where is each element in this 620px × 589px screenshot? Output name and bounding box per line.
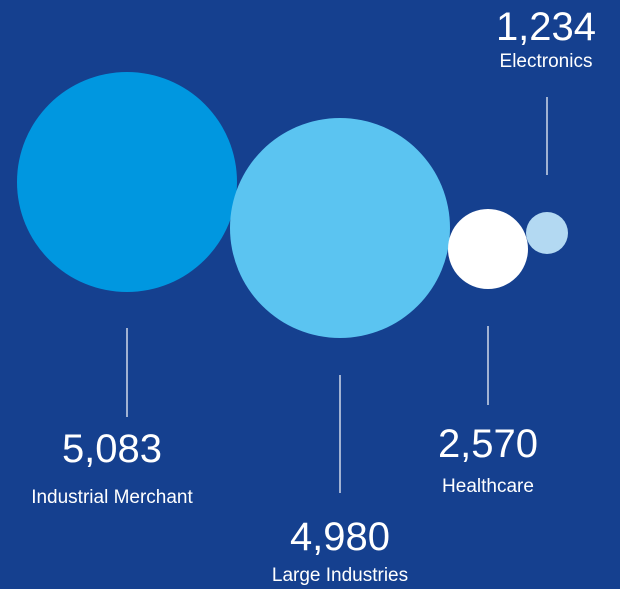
bubble-electronics (526, 212, 568, 254)
bubbles-layer (17, 72, 568, 338)
category-label-electronics: Electronics (500, 51, 593, 72)
value-label-healthcare: 2,570 (438, 422, 538, 466)
labels-layer: 5,083 Industrial Merchant 4,980 Large Indus… (31, 5, 596, 586)
value-label-electronics: 1,234 (496, 5, 596, 49)
value-label-large-industries: 4,980 (290, 515, 390, 559)
bubble-healthcare (448, 209, 528, 289)
value-label-industrial-merchant: 5,083 (62, 427, 162, 471)
bubble-industrial-merchant (17, 72, 237, 292)
bubble-large-industries (230, 118, 450, 338)
category-label-large-industries: Large Industries (272, 565, 408, 586)
category-label-healthcare: Healthcare (442, 476, 534, 497)
leader-lines-layer (126, 97, 548, 493)
category-label-industrial-merchant: Industrial Merchant (31, 487, 193, 508)
